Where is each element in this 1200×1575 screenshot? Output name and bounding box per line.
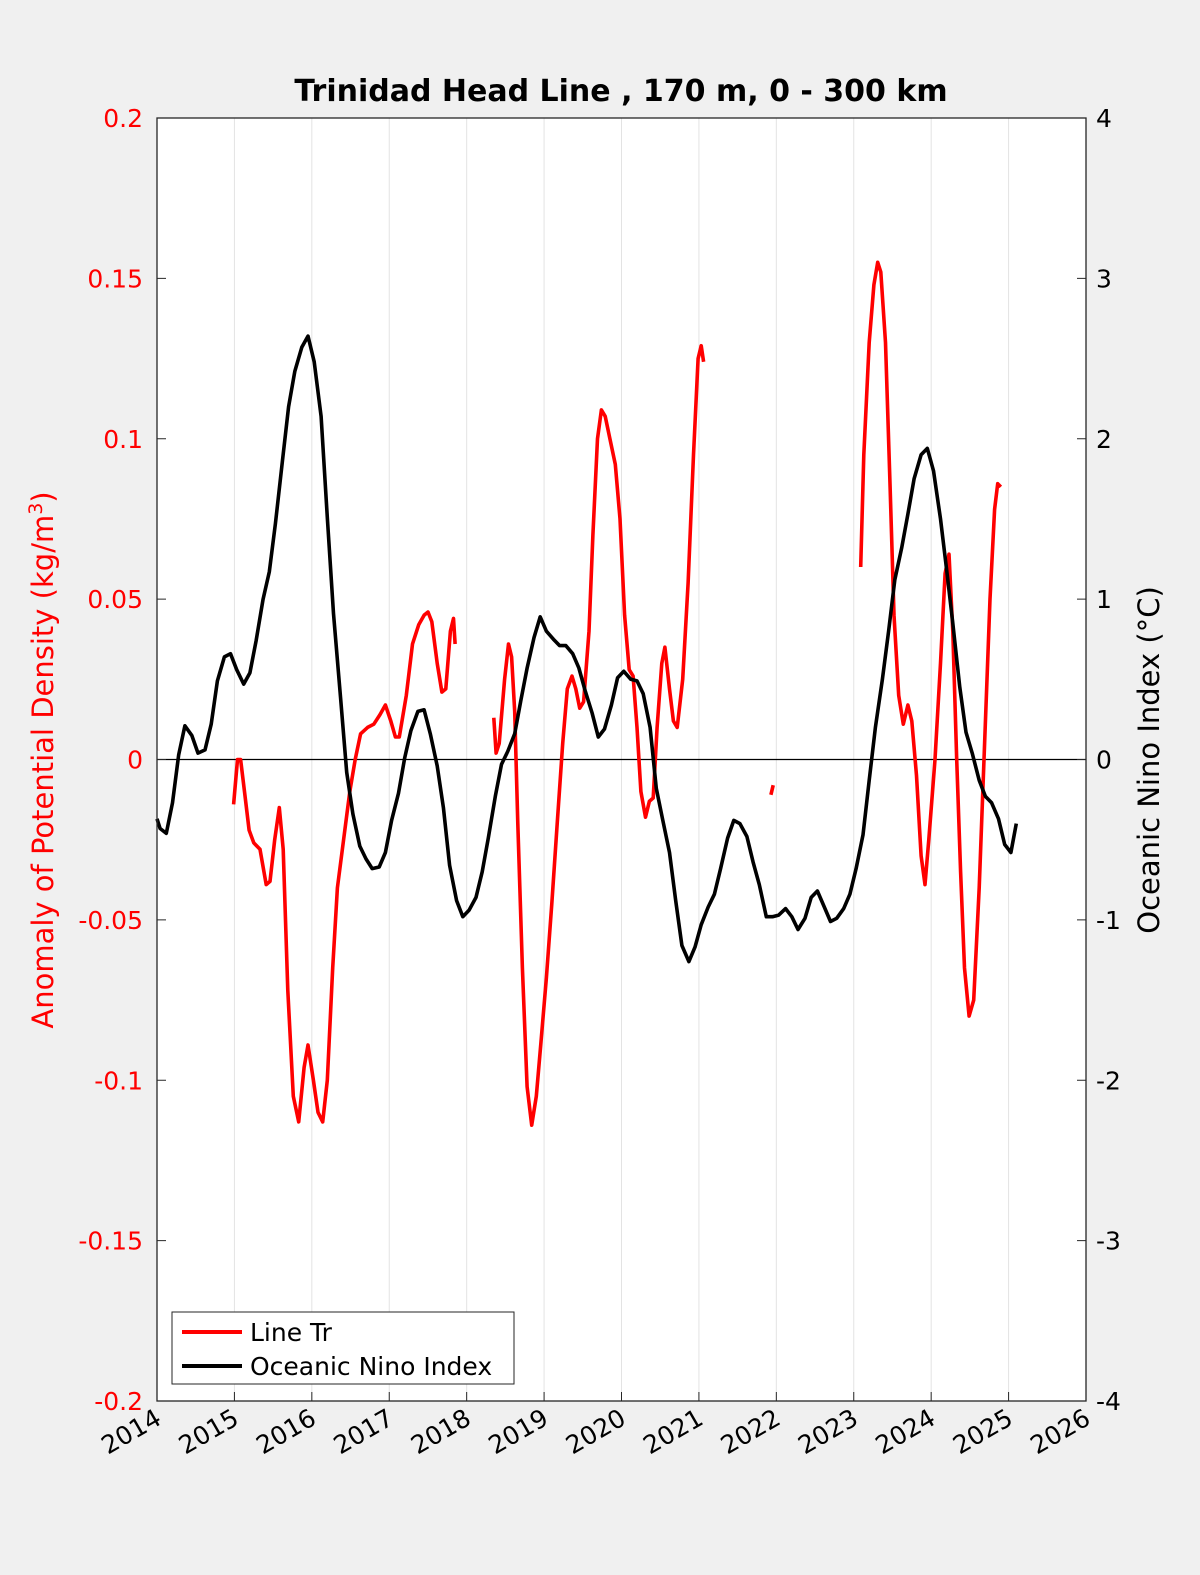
series-layer	[155, 260, 1019, 1127]
right-tick-label: -1	[1096, 906, 1121, 935]
left-tick-label: 0.05	[87, 585, 143, 614]
left-axis-label-superscript: 3	[25, 503, 47, 515]
left-tick-label: 0.15	[87, 264, 143, 293]
left-tick-label: -0.05	[78, 906, 143, 935]
right-tick-label: -2	[1096, 1066, 1121, 1095]
left-tick-label: 0.2	[103, 104, 143, 133]
right-tick-label: 2	[1096, 425, 1112, 454]
series-oceanic-nino-index	[155, 334, 1019, 964]
chart-title: Trinidad Head Line , 170 m, 0 - 300 km	[294, 74, 947, 109]
series-line-tr	[769, 784, 775, 796]
series-line-tr	[231, 610, 457, 1124]
right-tick-label: 3	[1096, 264, 1112, 293]
left-tick-label: -0.2	[94, 1387, 143, 1416]
right-axis-label: Oceanic Nino Index (°C)	[1132, 586, 1166, 934]
right-tick-label: -4	[1096, 1387, 1121, 1416]
left-axis-label-end: )	[26, 491, 60, 502]
series-line-tr	[492, 343, 706, 1127]
right-tick-label: -3	[1096, 1227, 1121, 1256]
legend-label-line-tr: Line Tr	[250, 1318, 333, 1347]
right-tick-label: 0	[1096, 746, 1112, 775]
series-line-tr	[858, 260, 1003, 1018]
left-tick-label: 0	[127, 746, 143, 775]
right-tick-label: 4	[1096, 104, 1112, 133]
left-axis-label: Anomaly of Potential Density (kg/m3)	[25, 491, 60, 1028]
legend: Line Tr Oceanic Nino Index	[171, 1311, 515, 1385]
left-tick-label: -0.15	[78, 1227, 143, 1256]
legend-box	[171, 1311, 515, 1385]
left-tick-label: 0.1	[103, 425, 143, 454]
left-axis-label-main: Anomaly of Potential Density (kg/m	[26, 515, 60, 1029]
legend-label-oni: Oceanic Nino Index	[250, 1352, 492, 1381]
right-tick-label: 1	[1096, 585, 1112, 614]
left-tick-label: -0.1	[94, 1066, 143, 1095]
